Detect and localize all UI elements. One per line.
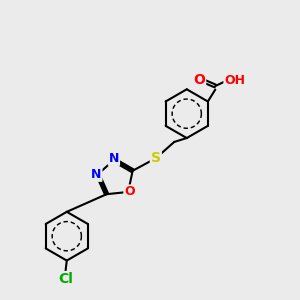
Text: N: N xyxy=(91,168,101,181)
Text: O: O xyxy=(193,73,205,87)
Text: N: N xyxy=(109,152,119,165)
Text: S: S xyxy=(151,151,161,165)
Text: Cl: Cl xyxy=(58,272,73,286)
Text: O: O xyxy=(124,185,135,198)
Text: OH: OH xyxy=(224,74,245,87)
